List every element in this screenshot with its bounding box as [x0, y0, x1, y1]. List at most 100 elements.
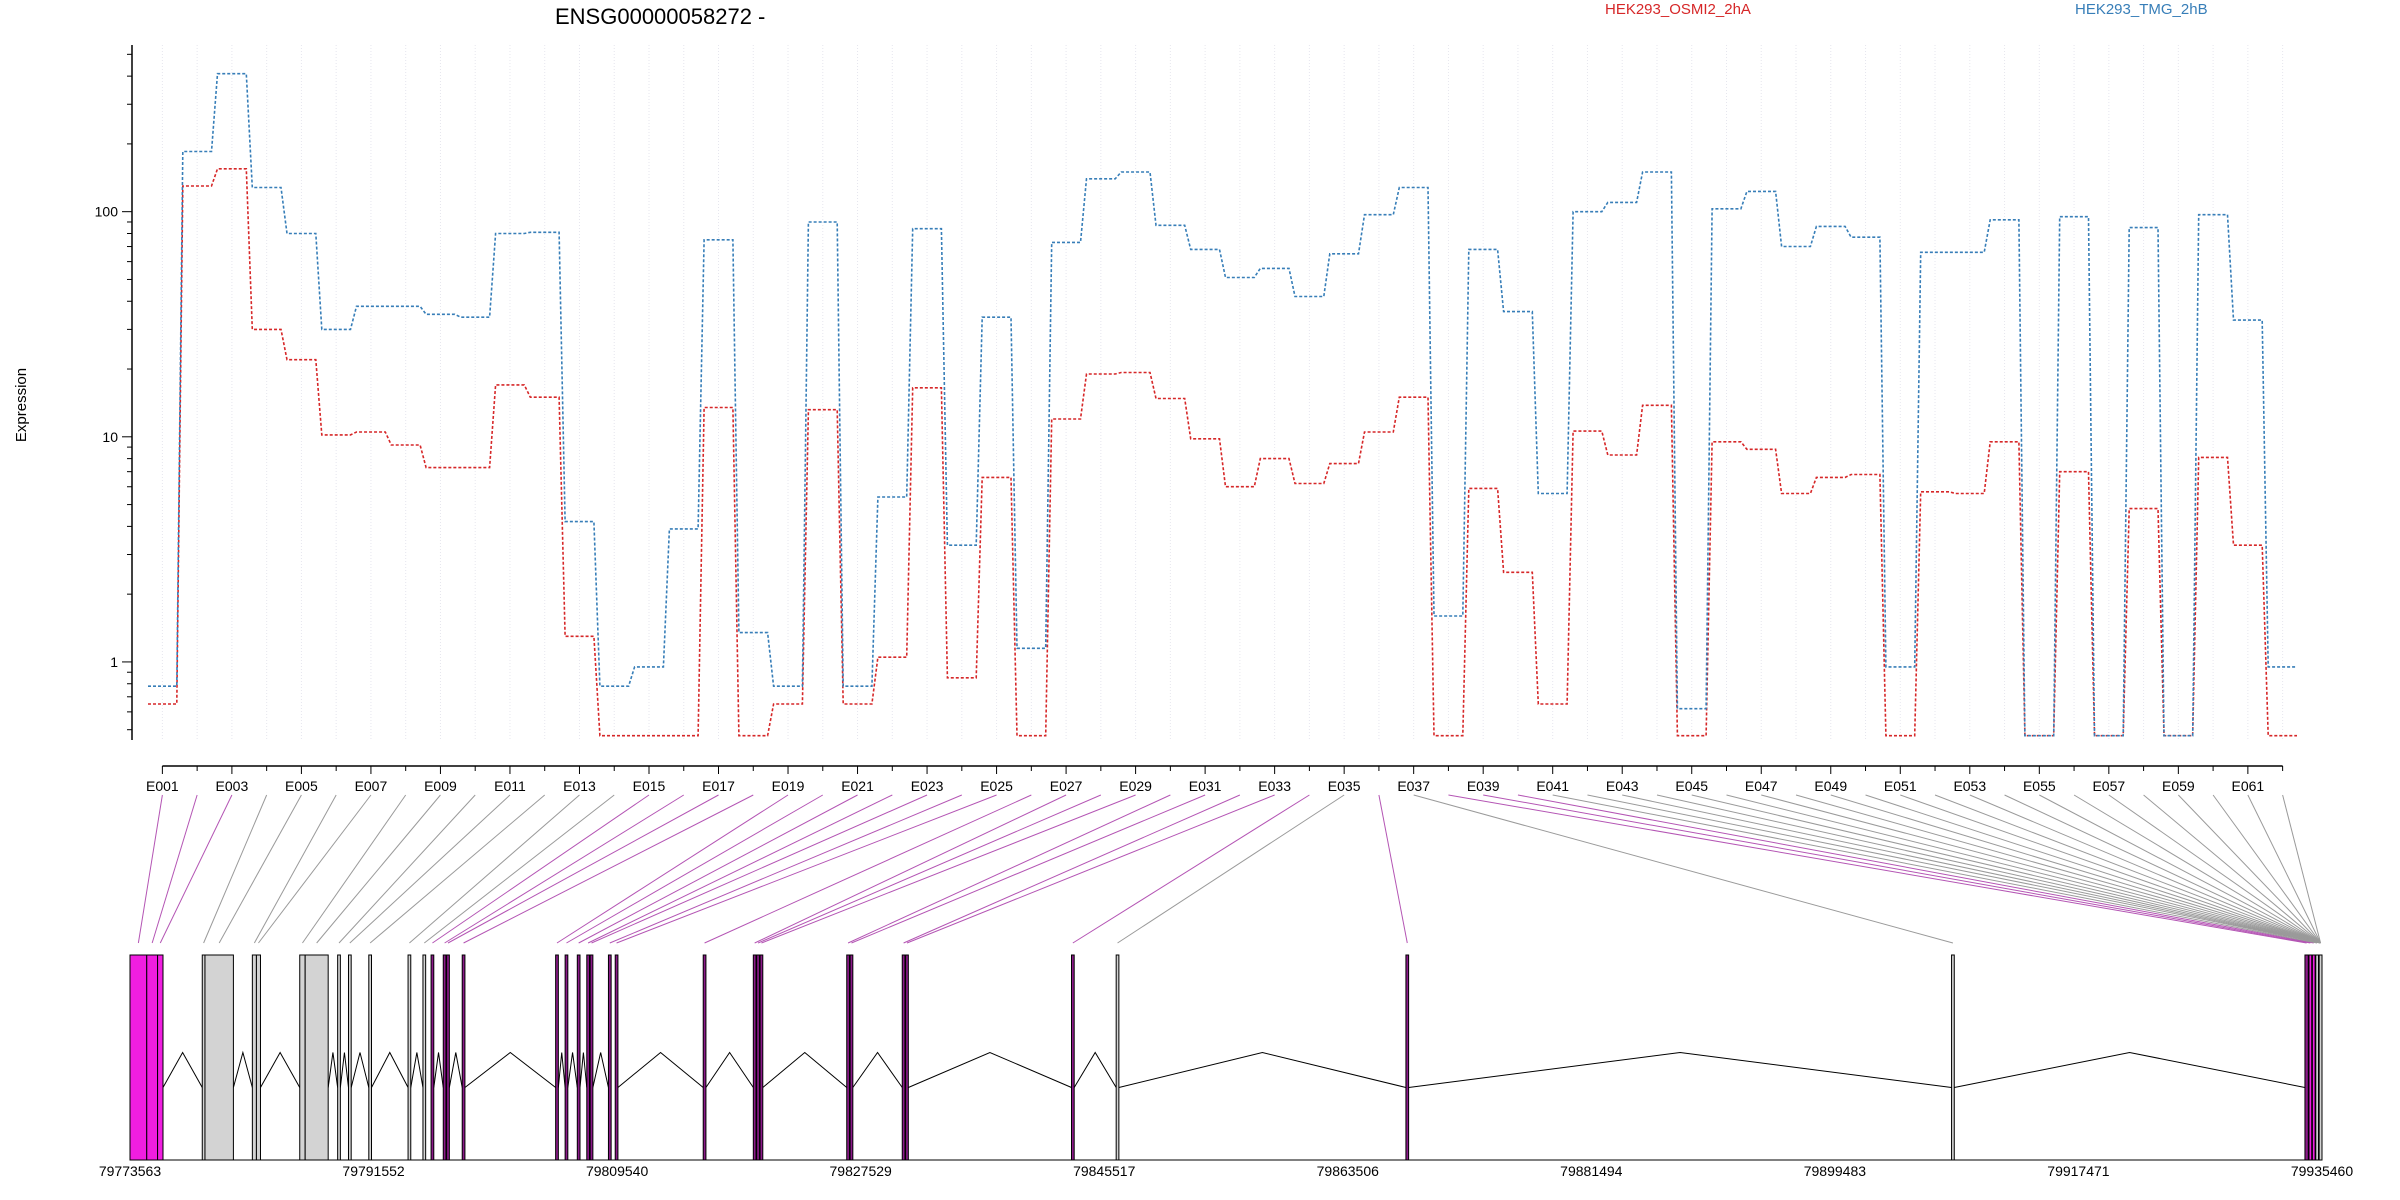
exon-connector	[591, 794, 928, 944]
genomic-tick-label: 79917471	[2047, 1163, 2110, 1179]
exon-block	[129, 954, 148, 1161]
exon-connector	[258, 794, 372, 944]
x-tick-label: E035	[1328, 778, 1361, 794]
genomic-tick-label: 79773563	[99, 1163, 162, 1179]
exon-axis: E001 E003 E005 E007 E009 E011 E013 E015 E017 E019…	[146, 765, 2284, 794]
x-tick-label: E001	[146, 778, 179, 794]
exon-connector	[754, 794, 1067, 944]
intron-line	[433, 1052, 444, 1088]
exon-block	[849, 954, 854, 1161]
x-tick-label: E055	[2023, 778, 2056, 794]
x-tick-label: E009	[424, 778, 457, 794]
genomic-tick-label: 79809540	[586, 1163, 649, 1179]
exon-connector	[203, 794, 268, 944]
exon-connector	[2004, 794, 2321, 944]
intron-line	[592, 1052, 609, 1088]
exon-block	[157, 954, 164, 1161]
exon-connector	[2143, 794, 2321, 944]
intron-line	[1118, 1051, 1407, 1088]
legend: HEK293_OSMI2_2hA HEK293_TMG_2hB	[1605, 1, 2208, 18]
exon-connector	[1865, 794, 2321, 944]
exon-connector	[444, 794, 685, 944]
exon-block	[2304, 954, 2309, 1161]
exon-connector	[1622, 794, 2321, 944]
exon-connector	[704, 794, 1032, 944]
exon-block	[1115, 954, 1120, 1161]
exon-block	[614, 954, 619, 1161]
x-tick-label: E013	[563, 778, 596, 794]
exon-block	[901, 954, 906, 1161]
y-axis: 1 10 100	[95, 45, 133, 740]
x-tick-label: E033	[1258, 778, 1291, 794]
exon-block	[576, 954, 581, 1161]
genomic-tick-label: 79863506	[1317, 1163, 1380, 1179]
exon-block	[446, 954, 450, 1161]
x-tick-label: E041	[1536, 778, 1569, 794]
exon-block	[752, 954, 757, 1161]
intron-line	[1408, 1051, 1952, 1088]
exon-connector	[903, 794, 1241, 944]
exon-block	[1405, 954, 1410, 1161]
x-tick-label: E045	[1675, 778, 1708, 794]
exon-block	[2308, 954, 2313, 1161]
exon-connector	[1587, 794, 2321, 944]
y-tick-label: 10	[102, 429, 118, 445]
intron-line	[371, 1051, 409, 1088]
genomic-tick-label: 79791552	[342, 1163, 405, 1179]
exon-connector	[447, 794, 719, 944]
exon-connector	[1413, 794, 1954, 944]
intron-line	[232, 1050, 253, 1088]
x-tick-label: E057	[2092, 778, 2125, 794]
exon-connector	[578, 794, 858, 944]
x-tick-label: E003	[216, 778, 249, 794]
exon-connector	[369, 794, 546, 944]
exon-block	[607, 954, 612, 1161]
exon-connector	[2247, 794, 2322, 944]
x-tick-label: E037	[1397, 778, 1430, 794]
x-tick-label: E027	[1050, 778, 1083, 794]
exon-block	[461, 954, 466, 1161]
exon-connector	[851, 794, 1206, 944]
series-line	[148, 168, 2297, 737]
exon-block	[564, 954, 569, 1161]
intron-line	[410, 1052, 424, 1088]
exon-block	[422, 954, 427, 1161]
exon-block	[251, 954, 257, 1161]
exon-connector	[566, 794, 824, 944]
y-tick-label: 100	[95, 204, 119, 220]
exon-connector	[253, 794, 337, 944]
intron-line	[557, 1052, 566, 1088]
x-tick-label: E025	[980, 778, 1013, 794]
x-tick-label: E007	[355, 778, 388, 794]
exon-block	[347, 954, 352, 1161]
exon-block	[759, 954, 764, 1161]
x-tick-label: E047	[1745, 778, 1778, 794]
intron-line	[327, 1052, 339, 1088]
genomic-tick-label: 79899483	[1804, 1163, 1867, 1179]
exon-connector	[1448, 794, 2307, 944]
legend-entry: HEK293_TMG_2hB	[2075, 1, 2208, 18]
exon-block	[846, 954, 850, 1161]
exon-block	[368, 954, 373, 1161]
x-tick-label: E053	[1953, 778, 1986, 794]
exon-connector	[1072, 794, 1310, 944]
exon-connector	[2039, 794, 2321, 944]
exon-connector	[906, 794, 1275, 944]
exon-block	[204, 954, 234, 1161]
intron-line	[908, 1051, 1072, 1088]
exon-block	[407, 954, 412, 1161]
exon-connector	[761, 794, 1136, 944]
exon-connector	[847, 794, 1171, 944]
x-tick-label: E059	[2162, 778, 2195, 794]
exon-connector	[338, 794, 476, 944]
exon-block	[2315, 954, 2319, 1161]
intron-line	[1073, 1051, 1117, 1088]
intron-line	[350, 1052, 370, 1088]
exon-block	[1951, 954, 1955, 1161]
intron-line	[260, 1051, 301, 1088]
exon-block	[1070, 954, 1075, 1161]
exon-connector	[1761, 794, 2321, 944]
exon-connector	[556, 794, 789, 944]
x-tick-label: E021	[841, 778, 874, 794]
